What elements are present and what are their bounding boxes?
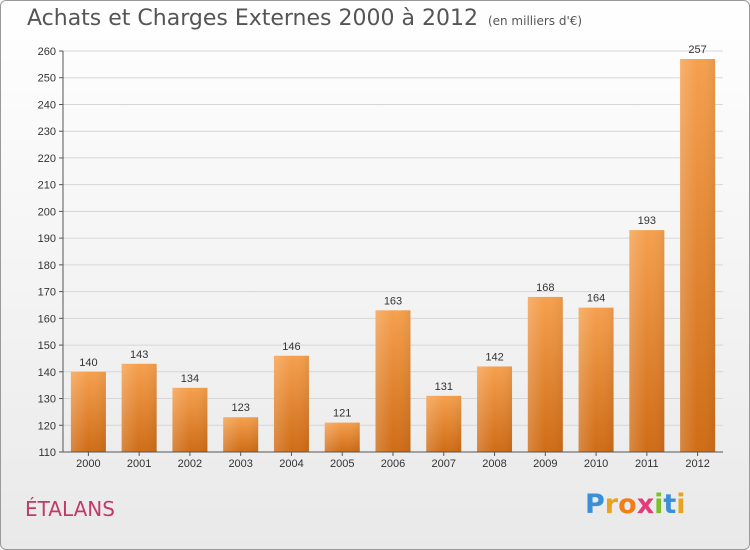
logo-letter: i — [676, 489, 686, 520]
y-tick-label: 190 — [38, 233, 56, 245]
commune-name: ÉTALANS — [25, 497, 115, 521]
bar-highlight — [477, 366, 513, 452]
x-tick-label: 2011 — [635, 458, 659, 470]
y-tick-label: 130 — [38, 394, 56, 406]
data-label: 123 — [232, 402, 250, 414]
data-labels: 140 143 134 123 146 121 163 131 142 168 164 193 257 — [79, 44, 707, 420]
bar-highlight — [680, 59, 716, 453]
logo-letter: P — [585, 489, 605, 520]
data-label: 257 — [688, 44, 706, 56]
bar-highlight — [426, 395, 462, 452]
bars — [70, 59, 716, 453]
y-tick-label: 180 — [38, 260, 56, 272]
bar-highlight — [223, 417, 259, 452]
y-tick-label: 210 — [38, 180, 56, 192]
data-label: 131 — [435, 381, 453, 393]
bar-highlight — [273, 355, 309, 452]
logo-letter: i — [654, 489, 664, 520]
chart-subtitle: (en milliers d'€) — [487, 14, 583, 28]
y-tick-label: 170 — [38, 287, 56, 299]
logo-letter: x — [636, 489, 655, 520]
y-tick-label: 230 — [38, 126, 56, 138]
bar-highlight — [324, 422, 360, 452]
bar-highlight — [121, 363, 157, 452]
x-tick-label: 2005 — [330, 458, 354, 470]
x-tick-label: 2001 — [127, 458, 151, 470]
y-tick-label: 260 — [38, 46, 56, 58]
x-tick-label: 2007 — [432, 458, 456, 470]
x-tick-label: 2009 — [533, 458, 557, 470]
bar-highlight — [70, 371, 106, 452]
x-tick-label: 2002 — [178, 458, 202, 470]
data-label: 163 — [384, 295, 402, 307]
data-label: 193 — [638, 215, 656, 227]
x-tick-label: 2012 — [685, 458, 709, 470]
data-label: 168 — [536, 282, 554, 294]
data-label: 164 — [587, 293, 605, 305]
bar-highlight — [578, 307, 614, 452]
logo-letter: r — [604, 489, 619, 520]
y-tick-label: 150 — [38, 340, 56, 352]
data-label: 121 — [333, 408, 351, 420]
bar-highlight — [527, 296, 563, 452]
data-label: 146 — [282, 341, 300, 353]
x-tick-label: 2003 — [228, 458, 252, 470]
logo-letter: t — [663, 489, 677, 520]
x-tick-label: 2000 — [76, 458, 100, 470]
data-label: 140 — [79, 357, 97, 369]
y-tick-label: 240 — [38, 99, 56, 111]
x-tick-label: 2008 — [482, 458, 506, 470]
data-label: 143 — [130, 349, 148, 361]
logo-letter: o — [618, 489, 637, 520]
y-tick-label: 160 — [38, 313, 56, 325]
proxiti-logo[interactable]: Proxiti — [585, 489, 686, 520]
y-axis-ticks: 110 120 130 140 150 160 170 180 190 200 210 220 230 2… — [38, 46, 63, 459]
y-tick-label: 110 — [38, 447, 56, 459]
y-tick-label: 220 — [38, 153, 56, 165]
y-tick-label: 120 — [38, 420, 56, 432]
y-tick-label: 250 — [38, 73, 56, 85]
bar-highlight — [172, 387, 208, 452]
data-label: 142 — [485, 351, 503, 363]
y-tick-label: 140 — [38, 367, 56, 379]
bar-highlight — [629, 230, 665, 452]
x-tick-label: 2006 — [381, 458, 405, 470]
x-axis-ticks: 2000 2001 2002 2003 2004 2005 2006 2007 2008 2009… — [76, 452, 710, 470]
x-tick-label: 2004 — [279, 458, 303, 470]
x-tick-label: 2010 — [584, 458, 608, 470]
chart-title-text: Achats et Charges Externes 2000 à 2012 — [27, 6, 478, 31]
axes — [62, 51, 723, 453]
chart-title: Achats et Charges Externes 2000 à 2012 (e… — [27, 6, 582, 31]
y-tick-label: 200 — [38, 206, 56, 218]
data-label: 134 — [181, 373, 199, 385]
bar-highlight — [375, 310, 411, 452]
